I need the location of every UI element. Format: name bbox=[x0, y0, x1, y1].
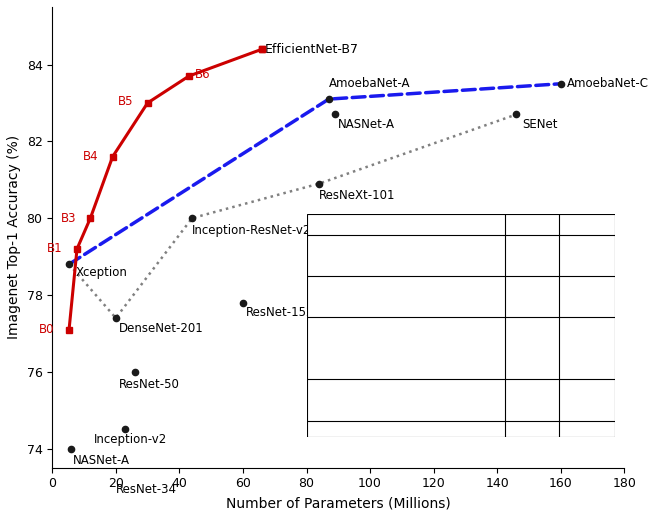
Text: ResNet-152: ResNet-152 bbox=[246, 307, 314, 320]
Text: ResNet-34: ResNet-34 bbox=[116, 483, 177, 496]
Text: ResNeXt-101: ResNeXt-101 bbox=[319, 189, 396, 202]
Text: B4: B4 bbox=[83, 150, 99, 163]
Text: B5: B5 bbox=[118, 95, 133, 108]
Text: NASNet-A: NASNet-A bbox=[338, 118, 395, 131]
Text: NASNet-A: NASNet-A bbox=[73, 454, 130, 467]
Text: DenseNet-201: DenseNet-201 bbox=[119, 322, 204, 335]
Text: B1: B1 bbox=[47, 242, 63, 255]
X-axis label: Number of Parameters (Millions): Number of Parameters (Millions) bbox=[226, 496, 451, 510]
Text: B6: B6 bbox=[195, 68, 211, 81]
Text: B3: B3 bbox=[60, 211, 76, 225]
Text: Inception-ResNet-v2: Inception-ResNet-v2 bbox=[192, 224, 311, 237]
Text: EfficientNet-B7: EfficientNet-B7 bbox=[265, 43, 359, 56]
Text: AmoebaNet-A: AmoebaNet-A bbox=[329, 77, 410, 89]
Y-axis label: Imagenet Top-1 Accuracy (%): Imagenet Top-1 Accuracy (%) bbox=[7, 135, 21, 340]
Text: SENet: SENet bbox=[522, 118, 558, 131]
Text: Xception: Xception bbox=[76, 266, 128, 279]
Text: AmoebaNet-C: AmoebaNet-C bbox=[567, 77, 649, 90]
Text: ResNet-50: ResNet-50 bbox=[119, 377, 180, 390]
Text: Inception-v2: Inception-v2 bbox=[93, 433, 167, 446]
Text: B0: B0 bbox=[39, 323, 55, 336]
